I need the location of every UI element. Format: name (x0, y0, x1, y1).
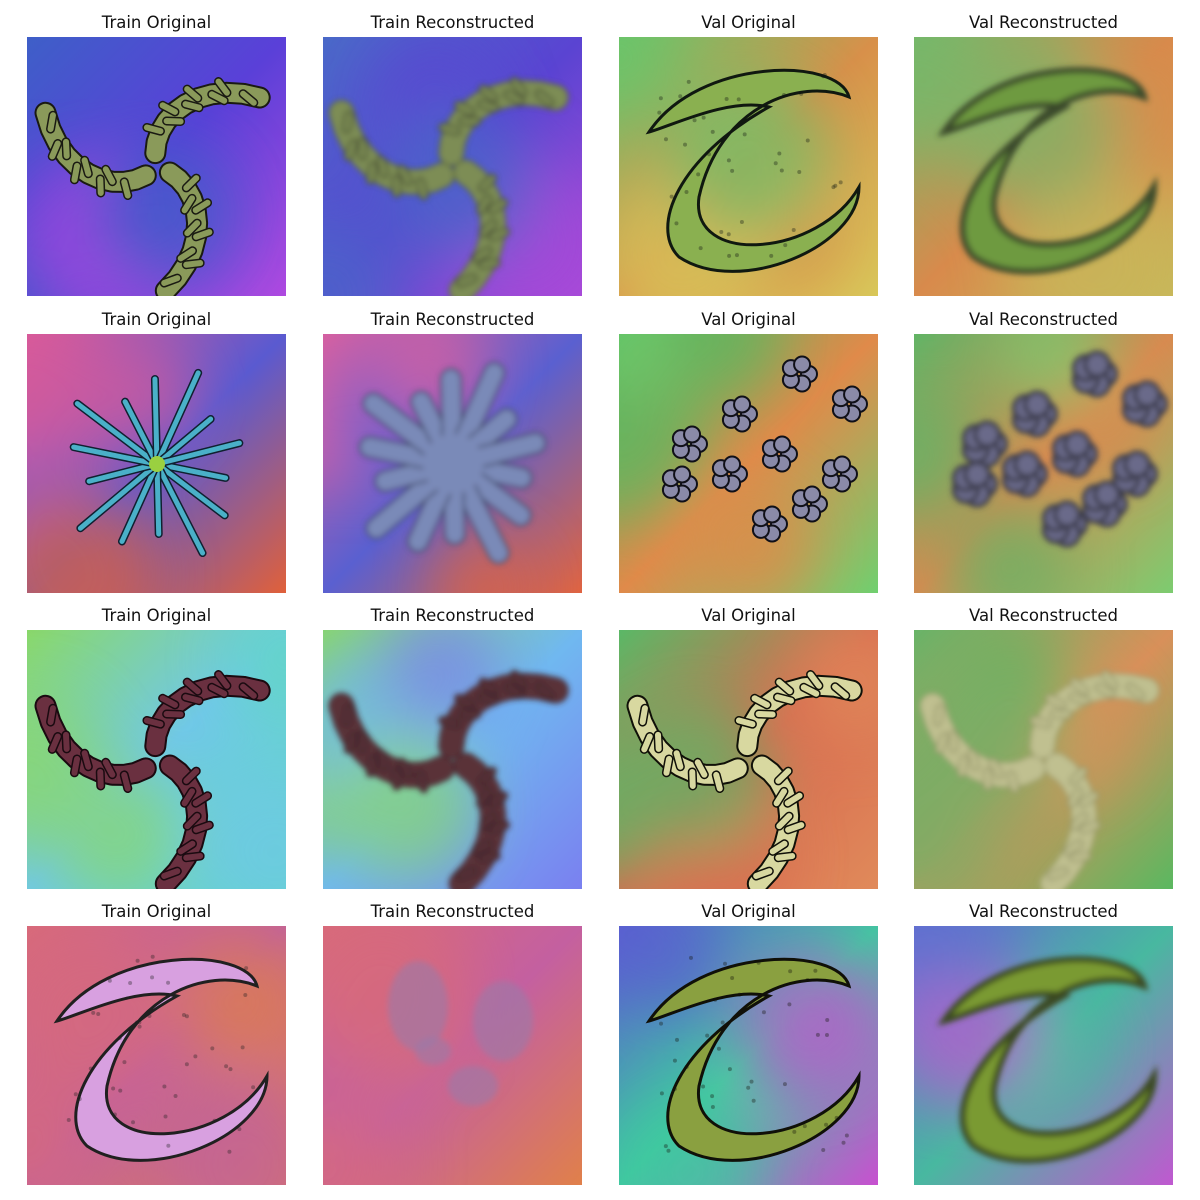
panel-image (914, 37, 1173, 296)
image-panel (914, 926, 1173, 1185)
panel-title: Val Original (701, 13, 796, 32)
panel-title: Train Original (101, 606, 212, 625)
image-panel (27, 334, 286, 593)
panel-title: Train Original (101, 902, 212, 921)
panel-image (27, 37, 286, 296)
panel-title: Val Original (701, 310, 796, 329)
image-panel (323, 334, 582, 593)
panel-title: Train Reconstructed (370, 310, 535, 329)
panel-image (619, 926, 878, 1185)
image-panel (619, 37, 878, 296)
image-panel (27, 630, 286, 889)
image-panel (619, 630, 878, 889)
panel-image (27, 334, 286, 593)
panel-title: Val Original (701, 902, 796, 921)
image-panel (619, 926, 878, 1185)
image-panel (914, 630, 1173, 889)
image-panel (27, 37, 286, 296)
image-panel (323, 926, 582, 1185)
panel-title: Val Reconstructed (969, 902, 1118, 921)
panel-title: Train Reconstructed (370, 902, 535, 921)
panel-image (27, 926, 286, 1185)
image-panel (323, 37, 582, 296)
image-panel (914, 37, 1173, 296)
panel-title: Train Reconstructed (370, 13, 535, 32)
panel-title: Val Reconstructed (969, 13, 1118, 32)
panel-title: Train Reconstructed (370, 606, 535, 625)
panel-image (914, 926, 1173, 1185)
panel-image (323, 334, 582, 593)
image-panel (619, 334, 878, 593)
panel-title: Val Original (701, 606, 796, 625)
panel-image (323, 926, 582, 1185)
panel-image (619, 37, 878, 296)
panel-image (914, 334, 1173, 593)
image-panel (914, 334, 1173, 593)
panel-title: Val Reconstructed (969, 606, 1118, 625)
panel-title: Train Original (101, 310, 212, 329)
panel-title: Val Reconstructed (969, 310, 1118, 329)
panel-image (914, 630, 1173, 889)
panel-image (323, 37, 582, 296)
image-panel (27, 926, 286, 1185)
panel-image (619, 630, 878, 889)
panel-image (619, 334, 878, 593)
panel-image (27, 630, 286, 889)
panel-title: Train Original (101, 13, 212, 32)
panel-image (323, 630, 582, 889)
image-panel (323, 630, 582, 889)
